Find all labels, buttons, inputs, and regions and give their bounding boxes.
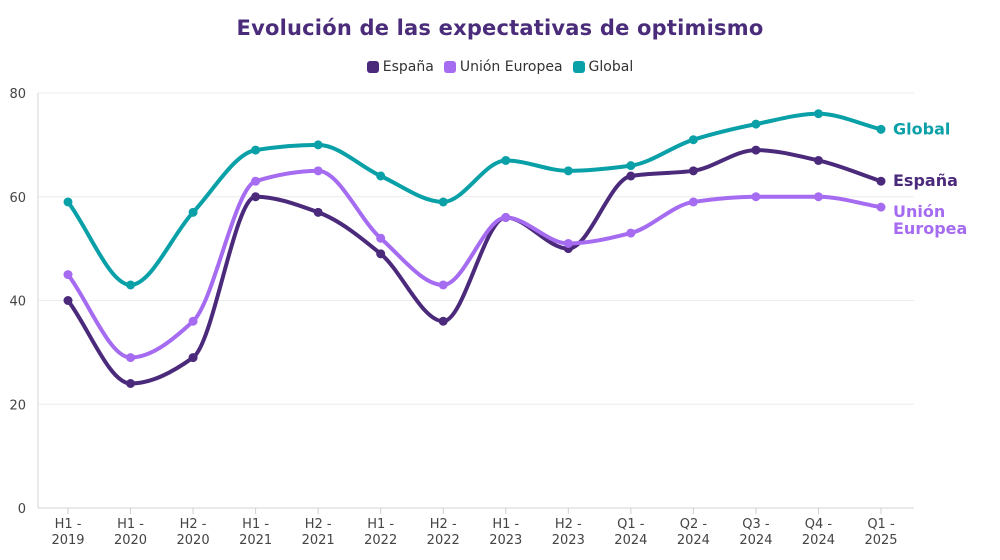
y-tick-label: 20 <box>9 398 26 413</box>
data-point-global <box>126 280 136 290</box>
data-point-global <box>313 140 323 150</box>
series-line-espana <box>66 148 883 386</box>
legend-item-union-europea[interactable]: Unión Europea <box>443 59 563 75</box>
data-point-union-europea <box>126 353 136 363</box>
data-point-union-europea <box>626 228 636 238</box>
chart-title: Evolución de las expectativas de optimis… <box>236 16 764 40</box>
end-label-union-europea: Unión Europea <box>893 202 967 238</box>
y-tick-label: 80 <box>9 87 26 102</box>
chart-legend: España Unión Europea Global <box>0 59 1000 75</box>
data-point-espana <box>813 155 823 165</box>
legend-swatch-union-europea <box>443 61 456 73</box>
legend-label-union-europea: Unión Europea <box>459 59 563 75</box>
data-point-espana <box>376 249 386 259</box>
x-tick-label: H2 -2021 <box>302 517 335 548</box>
data-point-espana <box>188 353 198 363</box>
data-point-global <box>251 145 261 155</box>
x-tick-label: H1 -2023 <box>489 517 522 548</box>
legend-label-global: Global <box>588 59 634 75</box>
data-point-global <box>188 207 198 217</box>
data-point-espana <box>876 176 886 186</box>
legend-item-global[interactable]: Global <box>572 59 634 75</box>
x-tick-label: Q1 -2024 <box>614 517 647 548</box>
data-point-global <box>563 166 573 176</box>
x-tick-label: H2 -2020 <box>177 517 210 548</box>
x-tick-label: Q3 -2024 <box>739 517 772 548</box>
data-point-global <box>626 161 636 171</box>
data-point-global <box>501 155 511 165</box>
legend-item-espana[interactable]: España <box>366 59 434 75</box>
data-point-global <box>63 197 73 207</box>
data-point-global <box>376 171 386 181</box>
data-point-union-europea <box>376 233 386 243</box>
data-point-espana <box>126 379 136 388</box>
data-point-global <box>813 109 823 119</box>
x-tick-label: Q1 -2025 <box>864 517 897 548</box>
data-point-espana <box>63 296 73 305</box>
data-point-union-europea <box>813 192 823 202</box>
data-point-espana <box>626 171 636 181</box>
y-tick-label: 40 <box>9 295 26 310</box>
data-point-union-europea <box>313 166 323 176</box>
data-point-union-europea <box>751 192 761 202</box>
data-point-global <box>876 124 886 134</box>
x-tick-label: H1 -2022 <box>364 517 397 548</box>
legend-swatch-global <box>572 61 585 73</box>
data-point-union-europea <box>251 176 261 186</box>
data-point-espana <box>438 316 448 326</box>
x-tick-label: H2 -2022 <box>427 517 460 548</box>
series-line-global <box>66 111 883 287</box>
data-point-espana <box>313 207 323 217</box>
legend-swatch-espana <box>366 61 379 73</box>
data-point-global <box>688 135 698 145</box>
y-tick-label: 0 <box>18 502 26 517</box>
end-label-espana: España <box>893 171 958 190</box>
data-point-union-europea <box>501 213 511 222</box>
data-point-espana <box>751 145 761 155</box>
data-point-union-europea <box>876 202 886 212</box>
data-point-union-europea <box>188 316 198 326</box>
end-label-global: Global <box>893 119 950 138</box>
y-tick-label: 60 <box>9 191 26 206</box>
data-point-union-europea <box>63 270 73 280</box>
x-tick-label: H2 -2023 <box>552 517 585 548</box>
legend-label-espana: España <box>382 59 434 75</box>
x-tick-label: Q2 -2024 <box>677 517 710 548</box>
data-point-union-europea <box>438 280 448 290</box>
data-point-global <box>438 197 448 207</box>
data-point-espana <box>251 192 261 202</box>
data-point-union-europea <box>688 197 698 207</box>
data-point-global <box>751 119 761 129</box>
x-tick-label: H1 -2020 <box>114 517 147 548</box>
data-point-union-europea <box>563 238 573 248</box>
x-tick-label: H1 -2019 <box>51 517 84 548</box>
x-tick-label: Q4 -2024 <box>802 517 835 548</box>
data-point-espana <box>688 166 698 176</box>
x-tick-label: H1 -2021 <box>239 517 272 548</box>
